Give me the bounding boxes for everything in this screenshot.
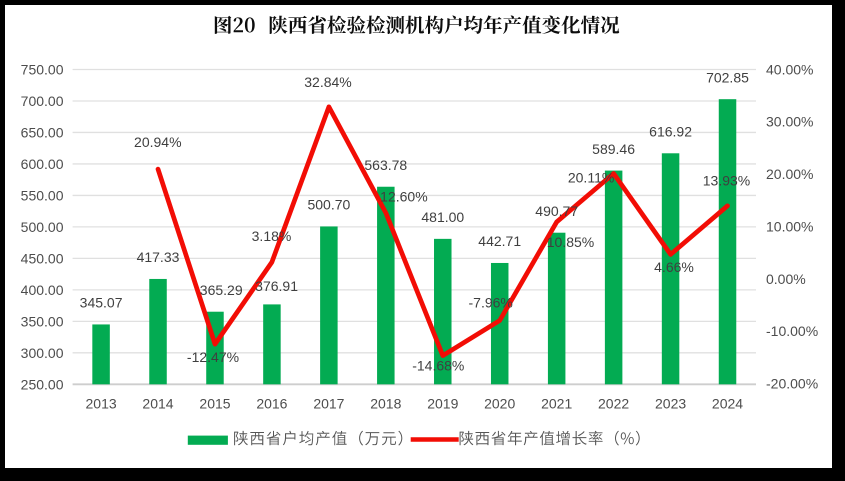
svg-text:350.00: 350.00 <box>21 313 64 329</box>
svg-text:345.07: 345.07 <box>80 295 123 311</box>
svg-text:417.33: 417.33 <box>137 249 180 265</box>
svg-text:2024: 2024 <box>712 395 743 411</box>
svg-text:365.29: 365.29 <box>200 282 243 298</box>
svg-text:2016: 2016 <box>256 395 287 411</box>
svg-text:702.85: 702.85 <box>706 69 749 85</box>
svg-text:563.78: 563.78 <box>364 157 407 173</box>
svg-text:550.00: 550.00 <box>21 187 64 203</box>
svg-text:-20.00%: -20.00% <box>766 376 818 392</box>
svg-text:2017: 2017 <box>313 395 344 411</box>
svg-text:2020: 2020 <box>484 395 515 411</box>
svg-text:13.93%: 13.93% <box>703 173 750 189</box>
svg-text:250.00: 250.00 <box>21 376 64 392</box>
svg-text:2023: 2023 <box>655 395 686 411</box>
svg-text:4.66%: 4.66% <box>654 259 694 275</box>
svg-text:20.11%: 20.11% <box>568 170 614 186</box>
svg-text:500.70: 500.70 <box>307 197 350 213</box>
svg-text:2015: 2015 <box>199 395 230 411</box>
svg-text:-14.68%: -14.68% <box>412 358 464 374</box>
svg-text:10.00%: 10.00% <box>766 218 813 234</box>
svg-text:500.00: 500.00 <box>21 219 64 235</box>
svg-text:600.00: 600.00 <box>21 156 64 172</box>
svg-text:30.00%: 30.00% <box>766 114 813 130</box>
svg-text:589.46: 589.46 <box>592 141 635 157</box>
svg-text:2014: 2014 <box>142 395 173 411</box>
svg-text:2018: 2018 <box>370 395 401 411</box>
svg-text:300.00: 300.00 <box>21 345 64 361</box>
svg-text:2022: 2022 <box>598 395 629 411</box>
svg-text:400.00: 400.00 <box>21 282 64 298</box>
svg-text:20.94%: 20.94% <box>134 134 181 150</box>
svg-text:2021: 2021 <box>541 395 572 411</box>
svg-text:40.00%: 40.00% <box>766 61 813 77</box>
svg-text:481.00: 481.00 <box>421 209 464 225</box>
svg-text:450.00: 450.00 <box>21 250 64 266</box>
svg-text:12.60%: 12.60% <box>380 189 427 205</box>
svg-text:616.92: 616.92 <box>649 124 692 140</box>
svg-text:376.91: 376.91 <box>255 278 298 294</box>
svg-text:700.00: 700.00 <box>21 93 64 109</box>
svg-text:2019: 2019 <box>427 395 458 411</box>
svg-text:20.00%: 20.00% <box>766 166 813 182</box>
svg-text:3.18%: 3.18% <box>252 228 292 244</box>
svg-text:-7.96%: -7.96% <box>469 294 513 310</box>
svg-text:650.00: 650.00 <box>21 125 64 141</box>
svg-text:-10.00%: -10.00% <box>766 323 818 339</box>
svg-text:490.77: 490.77 <box>535 203 578 219</box>
svg-text:10.85%: 10.85% <box>547 234 594 250</box>
svg-text:442.71: 442.71 <box>478 233 521 249</box>
svg-text:-12.47%: -12.47% <box>187 349 239 365</box>
svg-text:32.84%: 32.84% <box>304 74 351 90</box>
svg-text:750.00: 750.00 <box>21 62 64 78</box>
svg-text:0.00%: 0.00% <box>766 271 806 287</box>
svg-text:2013: 2013 <box>86 395 117 411</box>
